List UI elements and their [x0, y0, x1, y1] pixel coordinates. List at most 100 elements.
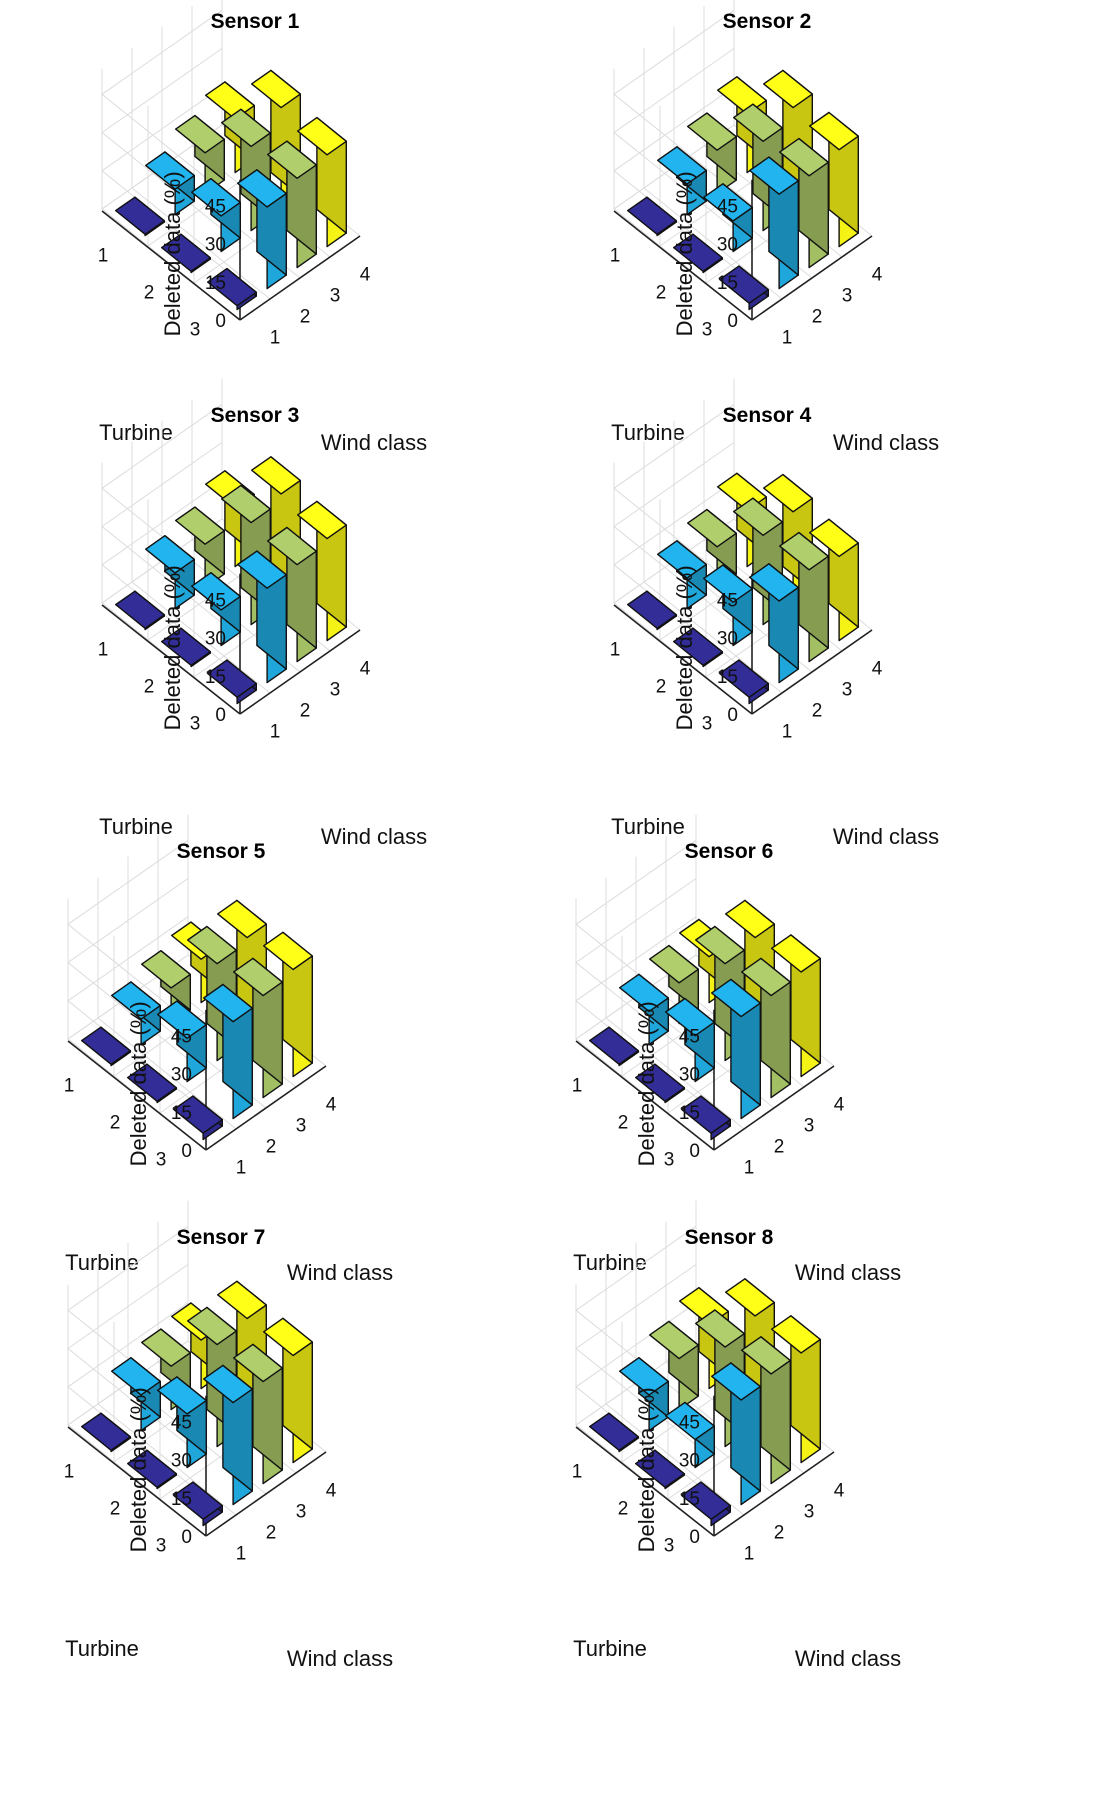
- grid-line: [67, 839, 207, 1036]
- bar-face: [741, 1336, 791, 1375]
- bar-face: [634, 1063, 686, 1102]
- grid-line: [605, 1403, 745, 1516]
- turbine-tick-label: 1: [572, 1076, 583, 1097]
- turbine-tick-label: 3: [702, 714, 713, 735]
- turbine-tick-label: 3: [156, 1150, 167, 1171]
- turbine-axis-line: [101, 210, 241, 321]
- wind-class-axis-line: [205, 1451, 327, 1537]
- bar-t2-w1: [160, 233, 212, 274]
- chart-title: Sensor 4: [723, 404, 812, 427]
- bar-face: [809, 518, 859, 558]
- turbine-axis-label: Turbine: [65, 1636, 139, 1661]
- z-tick-label: 45: [679, 1026, 700, 1047]
- chart-panel-4: 0 15 30 45 1 2 3 1 2 3 4 Deleted data (%) Turbine Win…: [512, 378, 1052, 849]
- z-tick-label: 30: [171, 1065, 192, 1086]
- bar-face: [648, 1320, 700, 1360]
- bar-t3-w3: [741, 1336, 791, 1485]
- z-axis-label: Deleted data (%): [634, 1387, 659, 1552]
- bar-t3-w3: [233, 957, 283, 1099]
- bar-face: [114, 196, 166, 236]
- bar-t1-w2: [144, 151, 196, 216]
- bar-t3-w3: [779, 137, 829, 269]
- bar-t2-w1: [160, 627, 212, 668]
- bar-face: [172, 1095, 223, 1134]
- bar-t1-w2: [110, 981, 162, 1046]
- z-tick-label: 15: [717, 273, 738, 294]
- turbine-tick-label: 2: [110, 1113, 121, 1134]
- wind-class-axis-line: [751, 235, 873, 321]
- grid-line: [613, 403, 753, 600]
- bar-t2-w1: [672, 627, 724, 668]
- bar-face: [718, 265, 769, 304]
- z-tick-label: 45: [679, 1412, 700, 1433]
- bar-t3-w4: [771, 1315, 821, 1464]
- bar-face: [186, 925, 237, 965]
- z-tick-label: 15: [679, 1489, 700, 1510]
- bar-t3-w4: [297, 500, 347, 642]
- grid-line: [613, 442, 753, 638]
- bar-face: [732, 103, 783, 143]
- z-tick-label: 45: [717, 196, 738, 217]
- bar-t2-w1: [672, 233, 724, 274]
- bar-t2-w1: [634, 1449, 686, 1490]
- chart-title: Sensor 3: [211, 404, 300, 427]
- bar-face: [140, 1328, 192, 1367]
- bar-face: [732, 497, 783, 537]
- turbine-tick-label: 2: [110, 1499, 121, 1520]
- wind-class-tick-label: 4: [872, 265, 883, 286]
- bar-face: [748, 156, 799, 195]
- wind-class-tick-label: 2: [812, 307, 823, 328]
- turbine-tick-label: 1: [64, 1462, 75, 1483]
- bar-face: [110, 981, 162, 1020]
- bar-face: [779, 137, 829, 177]
- bar-t3-w4: [771, 934, 821, 1078]
- bar-t3-w4: [263, 931, 313, 1078]
- wind-class-axis-line: [205, 1065, 327, 1151]
- bar-face: [762, 69, 813, 109]
- wind-class-tick-label: 3: [842, 286, 853, 307]
- wind-class-tick-label: 1: [270, 328, 281, 349]
- wind-class-tick-label: 4: [834, 1095, 845, 1116]
- wind-class-tick-label: 2: [774, 1137, 785, 1158]
- bar-t3-w2: [748, 156, 799, 290]
- z-tick-label: 0: [181, 1527, 192, 1548]
- bar-face: [710, 978, 761, 1018]
- wind-class-tick-label: 3: [842, 680, 853, 701]
- bar-face: [114, 590, 166, 630]
- z-tick-label: 30: [679, 1065, 700, 1086]
- z-tick-label: 30: [679, 1451, 700, 1472]
- z-axis-label: Deleted data (%): [126, 1001, 151, 1166]
- chart-title: Sensor 2: [723, 10, 812, 33]
- bar-t3-w3: [779, 531, 829, 663]
- turbine-axis-line: [613, 604, 753, 715]
- bar-t1-w1: [626, 196, 678, 237]
- wind-class-axis-label: Wind class: [321, 824, 427, 849]
- z-tick-label: 30: [717, 629, 738, 650]
- chart-panel-3: 0 15 30 45 1 2 3 1 2 3 4 Deleted data (%) Turbine Win…: [0, 378, 540, 849]
- grid-line: [67, 1264, 207, 1460]
- wind-class-axis-label: Wind class: [287, 1260, 393, 1285]
- bar-face: [702, 564, 754, 603]
- wind-class-tick-label: 3: [296, 1502, 307, 1523]
- bar-t3-w3: [267, 526, 317, 663]
- bar-t1-w1: [114, 590, 166, 631]
- bar-t1-w2: [656, 146, 708, 216]
- bar-t1-w1: [626, 590, 678, 631]
- z-tick-label: 45: [171, 1026, 192, 1047]
- grid-line: [97, 1017, 237, 1130]
- wind-class-tick-label: 2: [300, 701, 311, 722]
- turbine-tick-label: 2: [656, 283, 667, 304]
- bar-t3-w1: [680, 1095, 731, 1141]
- bar-t3-w1: [172, 1481, 223, 1527]
- bar-face: [160, 233, 212, 272]
- bar-face: [174, 114, 226, 154]
- turbine-axis-label: Turbine: [573, 1250, 647, 1275]
- grid-line: [97, 1403, 237, 1516]
